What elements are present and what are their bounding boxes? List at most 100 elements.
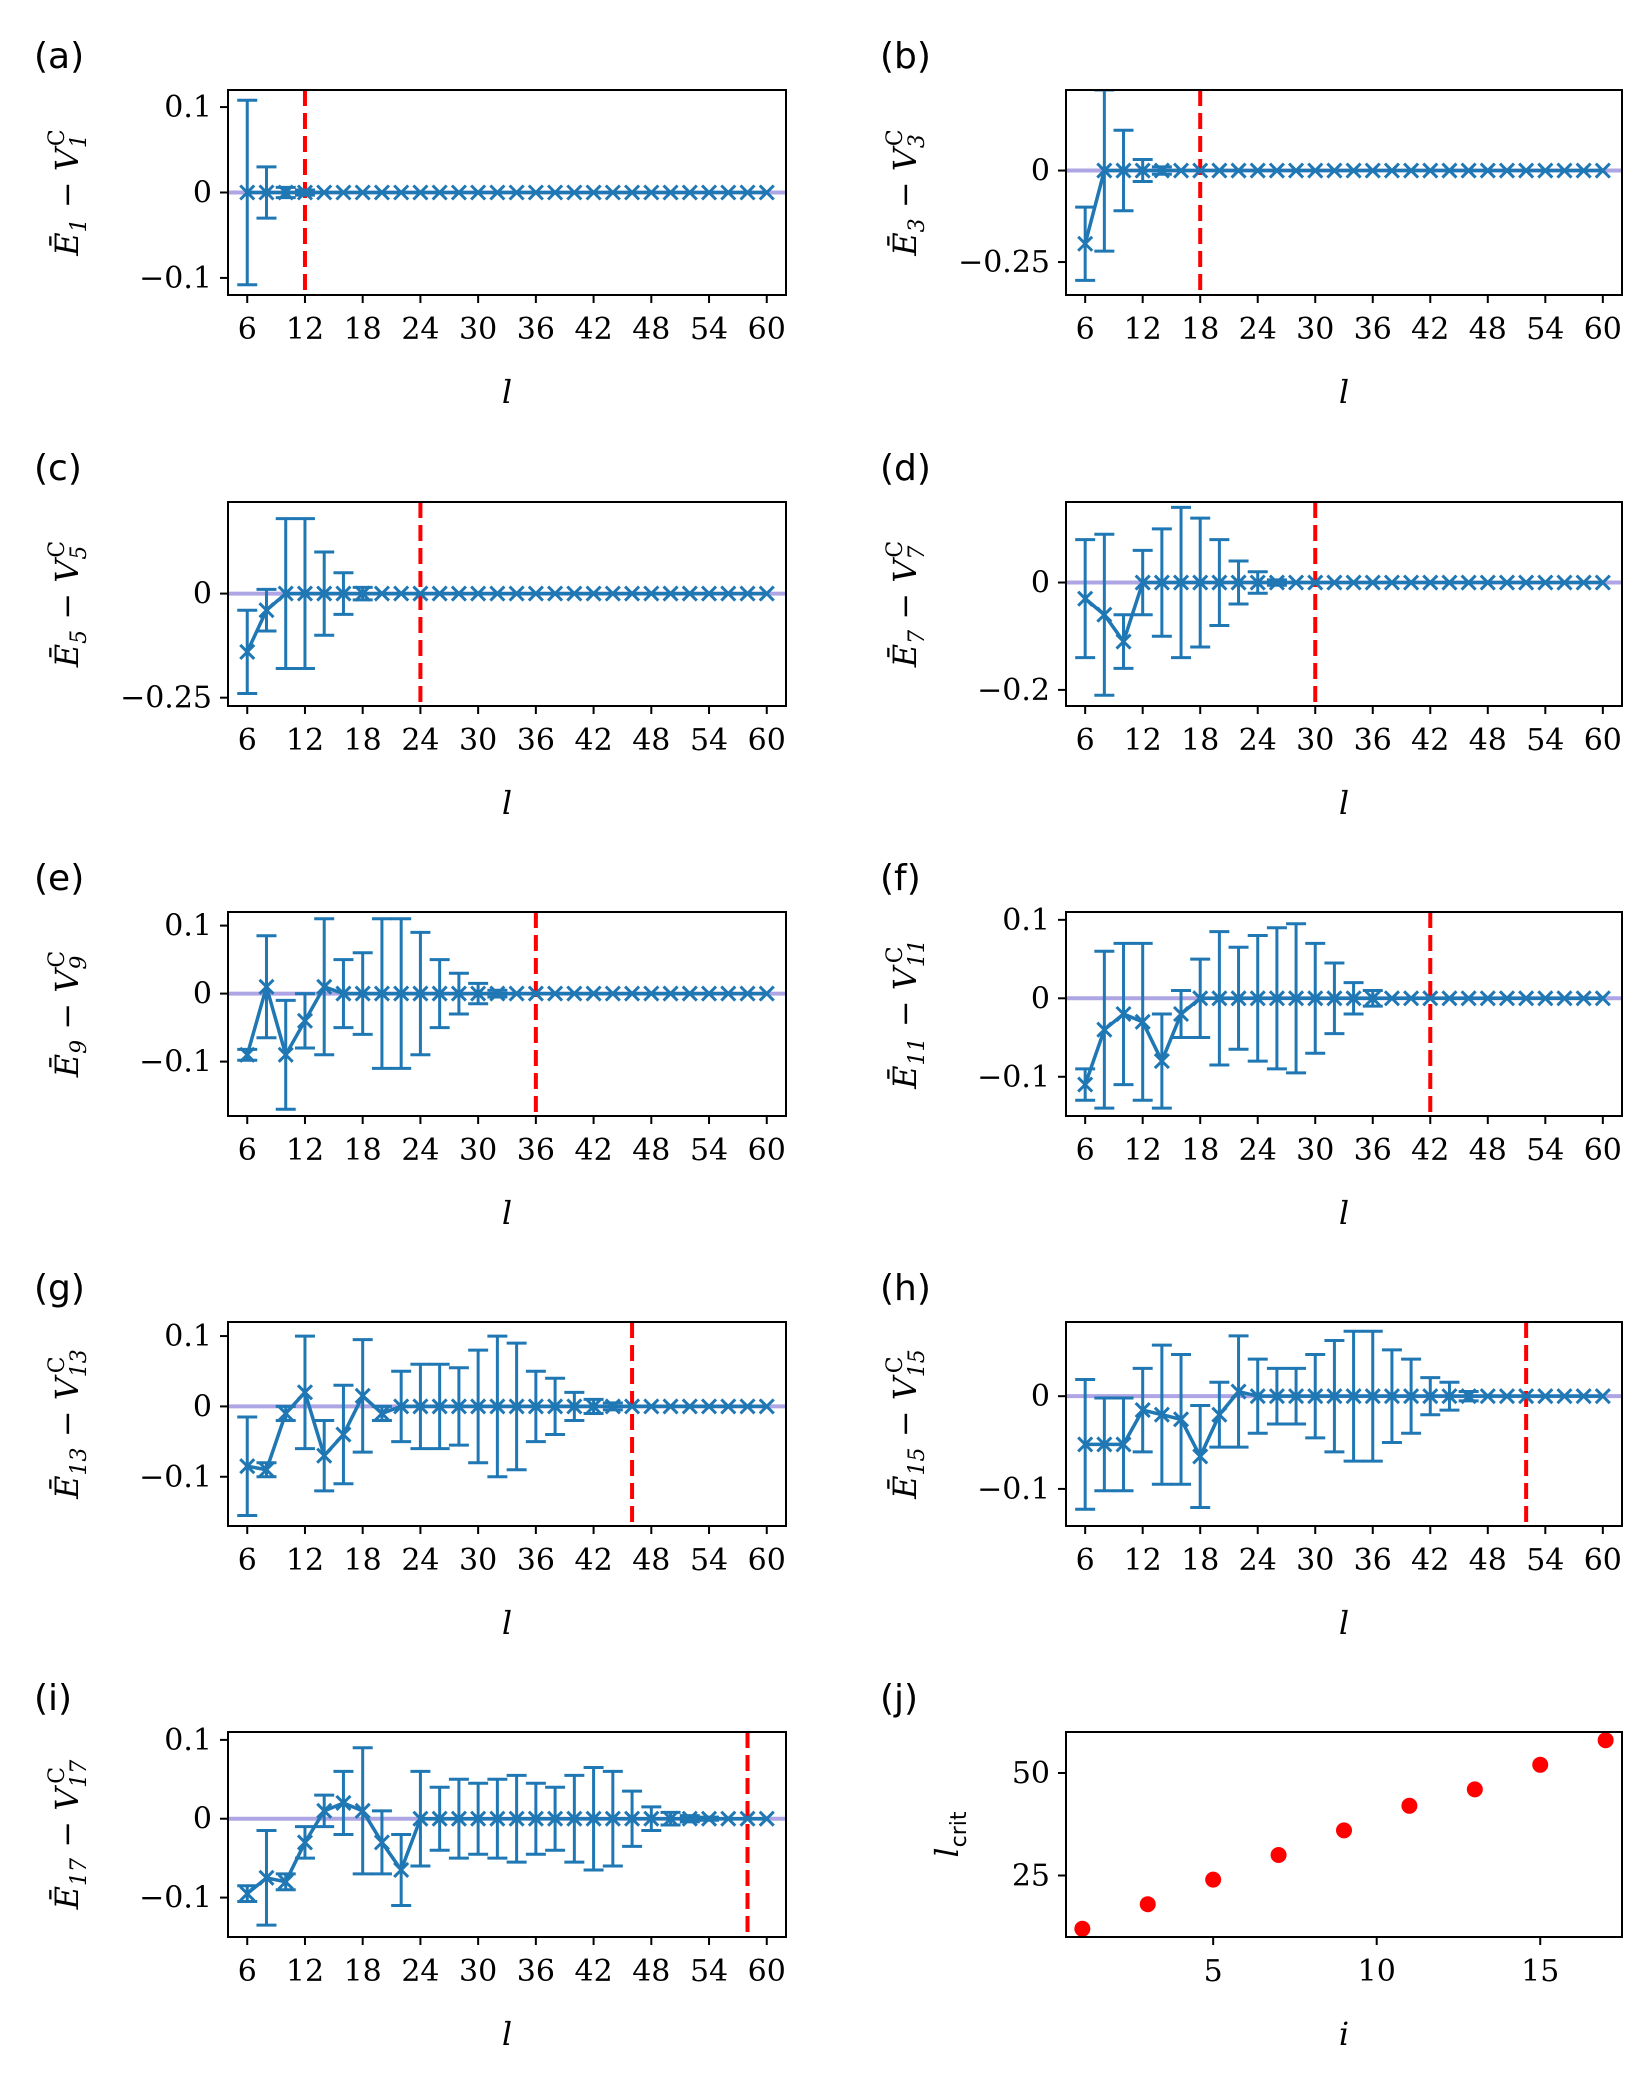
data-point bbox=[1403, 162, 1420, 179]
data-point bbox=[1441, 574, 1458, 591]
data-point bbox=[1268, 162, 1285, 179]
scatter-point bbox=[1466, 1781, 1483, 1798]
data-point bbox=[450, 985, 467, 1002]
data-point bbox=[566, 1398, 583, 1415]
x-axis-label: i bbox=[1339, 2015, 1349, 2053]
data-point bbox=[1153, 1053, 1170, 1070]
data-point bbox=[1211, 574, 1228, 591]
x-tick-label: 54 bbox=[1526, 1543, 1564, 1578]
panel-e: 6 12 18 24 30 36 42 48 54 60 −0.1 0 0.1 l Ē9 − V9C (e) bbox=[34, 858, 787, 1232]
panel-a: 6 12 18 24 30 36 42 48 54 60 −0.1 0 0.1 l Ē1 − V1C (a) bbox=[34, 36, 787, 411]
y-axis-label-text: lcrit bbox=[928, 1811, 972, 1857]
data-point bbox=[1268, 574, 1285, 591]
x-tick-label: 6 bbox=[1076, 723, 1095, 758]
data-point bbox=[720, 1810, 737, 1827]
data-point bbox=[412, 1398, 429, 1415]
x-tick-label: 5 bbox=[1204, 1954, 1223, 1989]
x-tick-label: 54 bbox=[1526, 312, 1564, 347]
data-point bbox=[258, 978, 275, 995]
data-point bbox=[258, 1869, 275, 1886]
data-point bbox=[1575, 162, 1592, 179]
plot-area bbox=[228, 1732, 786, 1937]
data-point bbox=[1249, 990, 1266, 1007]
data-point bbox=[1211, 162, 1228, 179]
data-point bbox=[450, 1398, 467, 1415]
data-point bbox=[1383, 1388, 1400, 1405]
data-point bbox=[1268, 990, 1285, 1007]
data-point bbox=[662, 585, 679, 602]
panel-label: (c) bbox=[34, 448, 82, 489]
data-point bbox=[277, 1405, 294, 1422]
panel-g: 6 12 18 24 30 36 42 48 54 60 −0.1 0 0.1 l Ē13 − V13C (g… bbox=[34, 1268, 787, 1642]
data-point bbox=[489, 184, 506, 201]
y-tick-label: 0 bbox=[193, 977, 212, 1012]
x-tick-label: 54 bbox=[1526, 1133, 1564, 1168]
data-point bbox=[296, 1012, 314, 1029]
x-tick-label: 60 bbox=[748, 312, 786, 347]
panel-f: 6 12 18 24 30 36 42 48 54 60 −0.1 0 0.1 l Ē11 − V11C (f… bbox=[880, 858, 1623, 1232]
data-point bbox=[662, 1810, 679, 1827]
data-point bbox=[1403, 1388, 1420, 1405]
panel-label: (i) bbox=[34, 1678, 72, 1719]
x-tick-label: 12 bbox=[286, 1954, 324, 1989]
data-point bbox=[1364, 574, 1381, 591]
data-point bbox=[412, 1810, 429, 1827]
data-point bbox=[1096, 1021, 1113, 1038]
data-point bbox=[296, 1834, 314, 1851]
data-point bbox=[585, 1398, 602, 1415]
data-point bbox=[335, 985, 352, 1002]
data-point bbox=[1307, 162, 1324, 179]
panel-j: 5 10 15 25 50 i lcrit (j) bbox=[880, 1678, 1623, 2053]
data-point bbox=[1594, 574, 1611, 591]
data-point bbox=[373, 184, 390, 201]
data-point bbox=[566, 985, 583, 1002]
data-point bbox=[1134, 1013, 1151, 1030]
data-point bbox=[662, 1398, 679, 1415]
y-tick-label: −0.1 bbox=[139, 1045, 212, 1080]
x-tick-label: 6 bbox=[1076, 1133, 1095, 1168]
y-axis-label: Ē9 − V9C bbox=[45, 951, 92, 1078]
data-point bbox=[1594, 162, 1611, 179]
x-tick-label: 48 bbox=[632, 723, 670, 758]
panel-b: 6 12 18 24 30 36 42 48 54 60 −0.25 0 l Ē3 − V3C (b) bbox=[880, 36, 1623, 411]
data-point bbox=[1537, 990, 1554, 1007]
x-tick-label: 60 bbox=[748, 1543, 786, 1578]
data-point bbox=[277, 585, 294, 602]
panel-c: 6 12 18 24 30 36 42 48 54 60 −0.25 0 l Ē5 − V5C (c) bbox=[34, 448, 787, 822]
data-point bbox=[508, 1398, 525, 1415]
data-point bbox=[1498, 162, 1516, 179]
data-point bbox=[1479, 162, 1496, 179]
data-point bbox=[239, 643, 256, 660]
x-tick-label: 48 bbox=[1469, 723, 1507, 758]
data-point bbox=[662, 184, 679, 201]
x-tick-label: 18 bbox=[344, 1954, 382, 1989]
data-point bbox=[547, 1398, 564, 1415]
data-point bbox=[1115, 162, 1132, 179]
data-point bbox=[1172, 574, 1190, 591]
data-point bbox=[1556, 990, 1573, 1007]
y-axis-label-text: Ē9 − V9C bbox=[45, 951, 92, 1078]
data-point bbox=[1537, 1388, 1554, 1405]
x-tick-label: 30 bbox=[1296, 1543, 1334, 1578]
data-point bbox=[720, 184, 737, 201]
x-tick-label: 54 bbox=[690, 1954, 728, 1989]
data-point bbox=[1422, 1388, 1439, 1405]
data-point bbox=[1249, 574, 1266, 591]
x-tick-label: 48 bbox=[1469, 312, 1507, 347]
data-point bbox=[1134, 162, 1151, 179]
y-axis-label: Ē5 − V5C bbox=[45, 541, 92, 668]
axes-frame bbox=[1065, 1321, 1623, 1527]
x-axis-label: l bbox=[502, 1194, 512, 1232]
data-point bbox=[681, 1398, 698, 1415]
data-point bbox=[527, 1398, 544, 1415]
series-line bbox=[1083, 996, 1603, 1086]
data-point bbox=[681, 1810, 698, 1827]
axes-frame bbox=[1065, 501, 1623, 707]
data-point bbox=[1460, 574, 1477, 591]
axes-frame bbox=[1065, 911, 1623, 1117]
data-point bbox=[1288, 1388, 1305, 1405]
x-tick-label: 10 bbox=[1358, 1954, 1396, 1989]
data-point bbox=[700, 1398, 718, 1415]
data-point bbox=[373, 985, 390, 1002]
